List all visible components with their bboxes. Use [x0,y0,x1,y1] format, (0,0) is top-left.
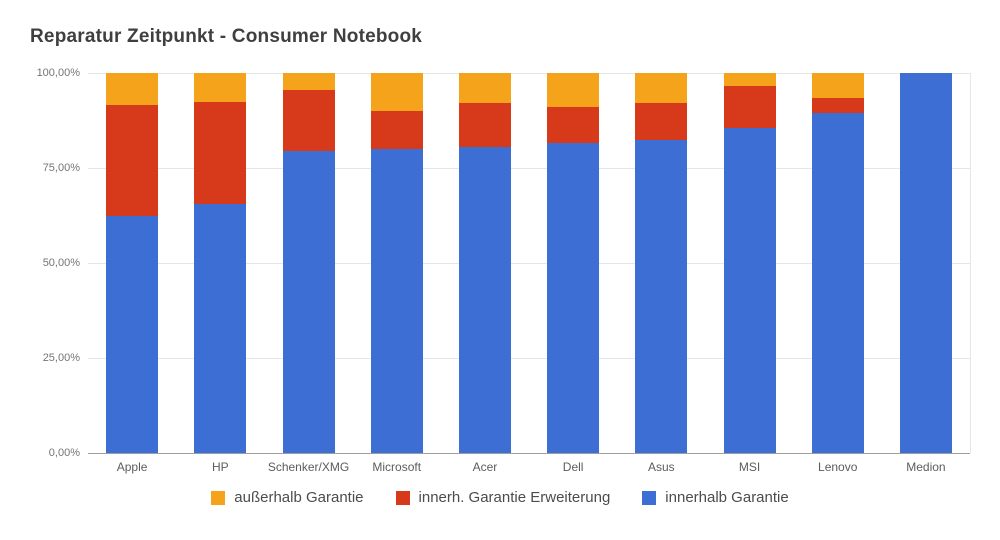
bar-segment-au-erhalb-garantie[interactable] [194,73,247,102]
x-axis-label: Schenker/XMG [267,460,350,474]
bar-segment-au-erhalb-garantie[interactable] [106,73,159,106]
bar-slot-msi [705,73,793,453]
y-tick-label: 25,00% [42,352,80,364]
bar-segment-innerh-garantie-erweiterung[interactable] [635,103,688,140]
bar-slot-lenovo [794,73,882,453]
legend-label: außerhalb Garantie [234,489,364,506]
x-axis-label: HP [211,460,229,474]
bar-slot-apple [88,73,176,453]
x-axis-label: Asus [647,460,675,474]
x-axis-label: Apple [116,460,148,474]
legend-swatch-icon [395,490,410,505]
bar-segment-au-erhalb-garantie[interactable] [370,73,423,111]
bar-slot-asus [617,73,705,453]
y-tick-label: 50,00% [42,257,80,269]
x-axis-label: Acer [472,460,498,474]
bar-segment-innerh-garantie-erweiterung[interactable] [811,97,864,113]
bar-stack [723,73,776,453]
bar-segment-innerhalb-garantie[interactable] [194,204,247,453]
bar-slot-medion [882,73,970,453]
bar-series-container [88,73,970,453]
bar-segment-innerh-garantie-erweiterung[interactable] [194,101,247,205]
bar-segment-au-erhalb-garantie[interactable] [635,73,688,104]
bar-segment-innerhalb-garantie[interactable] [547,143,600,453]
bar-segment-innerhalb-garantie[interactable] [458,147,511,453]
bar-stack [106,73,159,453]
bar-slot-schenker-xmg [264,73,352,453]
y-tick-label: 0,00% [48,447,80,459]
x-axis-label: Lenovo [818,460,858,474]
gridline [88,263,970,264]
bar-slot-hp [176,73,264,453]
gridline [88,73,970,74]
bar-stack [370,73,423,453]
gridline [88,358,970,359]
chart-title: Reparatur Zeitpunkt - Consumer Notebook [30,26,423,47]
legend-item-innerh-garantie-erweiterung[interactable]: innerh. Garantie Erweiterung [395,489,611,506]
bar-segment-innerh-garantie-erweiterung[interactable] [106,105,159,216]
bar-segment-innerhalb-garantie[interactable] [370,149,423,453]
chart-legend: außerhalb Garantie innerh. Garantie Erwei… [0,489,1000,506]
bar-segment-innerh-garantie-erweiterung[interactable] [547,107,600,144]
bar-segment-au-erhalb-garantie[interactable] [811,73,864,98]
gridline [88,168,970,169]
bar-segment-innerhalb-garantie[interactable] [723,128,776,453]
bar-segment-innerh-garantie-erweiterung[interactable] [370,111,423,149]
bar-stack [194,73,247,453]
legend-swatch-icon [211,490,226,505]
bar-segment-au-erhalb-garantie[interactable] [282,73,335,91]
x-axis-label: MSI [738,460,761,474]
x-axis-baseline [88,453,970,454]
x-axis-label: Microsoft [372,460,422,474]
bar-segment-au-erhalb-garantie[interactable] [723,73,776,87]
y-tick-label: 75,00% [42,162,80,174]
x-axis-label: Dell [562,460,584,474]
y-tick-label: 100,00% [36,67,80,79]
plot-area [88,73,971,454]
bar-stack [458,73,511,453]
x-axis-label: Medion [906,460,946,474]
bar-segment-au-erhalb-garantie[interactable] [547,73,600,108]
bar-stack [635,73,688,453]
legend-label: innerhalb Garantie [665,489,789,506]
legend-label: innerh. Garantie Erweiterung [418,489,611,506]
x-axis: Apple HP Schenker/XMG Microsoft Acer Dell Asus… [88,460,970,474]
bar-stack [547,73,600,453]
y-axis: 100,00% 75,00% 50,00% 25,00% 0,00% [0,67,80,459]
bar-slot-microsoft [353,73,441,453]
bar-stack [899,73,952,453]
bar-segment-au-erhalb-garantie[interactable] [458,73,511,104]
bar-segment-innerhalb-garantie[interactable] [899,73,952,453]
bar-segment-innerhalb-garantie[interactable] [811,112,864,453]
bar-stack [811,73,864,453]
bar-segment-innerh-garantie-erweiterung[interactable] [282,90,335,151]
legend-swatch-icon [642,490,657,505]
legend-item-innerhalb-garantie[interactable]: innerhalb Garantie [642,489,789,506]
legend-item-au-erhalb-garantie[interactable]: außerhalb Garantie [211,489,364,506]
bar-slot-dell [529,73,617,453]
bar-segment-innerh-garantie-erweiterung[interactable] [723,86,776,129]
bar-segment-innerhalb-garantie[interactable] [106,215,159,453]
bar-stack [282,73,335,453]
bar-segment-innerhalb-garantie[interactable] [282,150,335,453]
bar-segment-innerh-garantie-erweiterung[interactable] [458,103,511,148]
bar-segment-innerhalb-garantie[interactable] [635,139,688,453]
bar-slot-acer [441,73,529,453]
